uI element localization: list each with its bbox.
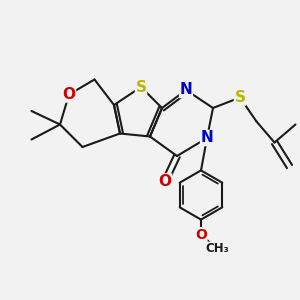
Text: O: O <box>62 87 76 102</box>
Text: S: S <box>235 90 245 105</box>
Text: O: O <box>195 228 207 242</box>
Text: N: N <box>201 130 213 146</box>
Text: CH₃: CH₃ <box>206 242 230 255</box>
Text: S: S <box>136 80 146 94</box>
Text: O: O <box>158 174 172 189</box>
Text: N: N <box>180 82 192 98</box>
